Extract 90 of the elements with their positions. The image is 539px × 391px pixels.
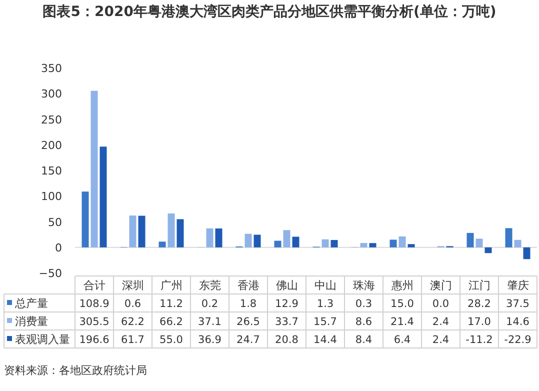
x-tick-label: 肇庆	[506, 279, 529, 292]
bar	[369, 243, 376, 248]
x-tick-label: 佛山	[276, 279, 298, 292]
data-label: 108.9	[79, 298, 110, 310]
bar	[476, 238, 483, 248]
data-label: 2.4	[432, 334, 450, 346]
legend-label: 表观调入量	[15, 333, 70, 346]
bar	[168, 213, 175, 248]
text: 资料来源：各地区政府统计局	[4, 364, 147, 377]
data-label: 28.2	[468, 298, 491, 310]
data-label: 1.3	[316, 298, 334, 310]
data-label: 6.4	[394, 334, 411, 346]
data-label: 2.4	[432, 316, 450, 328]
data-label: 15.0	[390, 298, 414, 310]
data-label: 24.7	[236, 334, 260, 346]
bar	[292, 236, 300, 248]
data-label: 55.0	[160, 334, 183, 346]
data-label: 26.5	[236, 316, 260, 328]
data-label: 21.4	[390, 316, 414, 328]
data-label: 37.5	[506, 298, 530, 310]
y-tick-label: 100	[41, 190, 62, 204]
bar	[360, 242, 368, 248]
x-tick-label: 香港	[237, 279, 260, 292]
x-tick-label: 惠州	[390, 279, 414, 292]
x-tick-label: 中山	[314, 279, 336, 292]
y-tick-label: 50	[48, 216, 62, 229]
data-label: 196.6	[79, 334, 110, 346]
data-label: 36.9	[198, 334, 222, 346]
x-tick-label: 广州	[160, 279, 182, 292]
y-tick-label: 350	[41, 62, 62, 75]
bar	[390, 240, 397, 248]
y-tick-label: 250	[41, 113, 62, 126]
bar	[129, 215, 136, 248]
data-label: -11.2	[466, 334, 493, 346]
chart-title: 图表5：2020年粤港澳大湾区肉类产品分地区供需平衡分析(单位：万吨)	[42, 4, 498, 22]
data-label: -22.9	[504, 334, 532, 346]
data-label: 61.7	[121, 334, 144, 346]
data-label: 20.8	[275, 334, 298, 346]
data-label: 0.0	[432, 298, 450, 310]
bar	[322, 239, 329, 248]
bar	[176, 219, 184, 248]
y-tick-label: 150	[41, 164, 62, 178]
x-tick-label: 东莞	[198, 279, 221, 292]
bar	[254, 234, 261, 248]
data-label: 33.7	[275, 316, 298, 328]
data-label: 8.4	[355, 334, 372, 346]
data-label: 15.7	[314, 316, 337, 328]
bar	[283, 230, 290, 248]
bar	[244, 234, 252, 248]
data-label: 14.6	[506, 316, 530, 328]
x-tick-label: 江门	[468, 279, 490, 292]
bar	[330, 240, 338, 248]
data-label: 12.9	[275, 298, 298, 310]
data-label: 66.2	[160, 316, 183, 328]
data-label: 14.4	[314, 334, 338, 346]
bar	[274, 240, 282, 248]
x-tick-label: 合计	[83, 279, 106, 292]
bar	[158, 242, 166, 248]
x-tick-label: 珠海	[352, 279, 375, 292]
bar	[523, 247, 530, 260]
y-tick-label: 0	[55, 241, 62, 254]
bar	[90, 90, 98, 248]
data-label: 11.2	[160, 298, 183, 310]
legend-label: 总产量	[14, 297, 48, 310]
bar	[466, 232, 474, 248]
data-label: 0.2	[201, 298, 218, 310]
bar	[514, 240, 522, 248]
bar	[408, 244, 415, 248]
x-tick-label: 深圳	[122, 279, 144, 292]
y-tick-label: 300	[41, 88, 62, 101]
data-label: 17.0	[468, 316, 491, 328]
y-tick-label: 200	[41, 138, 62, 152]
data-label: 1.8	[240, 298, 257, 310]
bar	[505, 228, 512, 248]
y-tick-label: −50	[38, 267, 62, 280]
bar	[100, 146, 107, 248]
data-label: 305.5	[79, 316, 110, 328]
x-tick-label: 澳门	[430, 279, 452, 292]
data-label: 37.1	[198, 316, 222, 328]
bar	[138, 216, 146, 248]
data-label: 8.6	[355, 316, 372, 328]
data-label: 0.6	[124, 298, 142, 310]
bar	[206, 228, 214, 248]
data-label: 62.2	[121, 316, 144, 328]
bar	[484, 247, 492, 254]
bar	[215, 228, 222, 248]
data-label: 0.3	[355, 298, 372, 310]
bar	[82, 192, 89, 248]
legend-label: 消费量	[15, 315, 48, 328]
bar	[398, 236, 406, 248]
